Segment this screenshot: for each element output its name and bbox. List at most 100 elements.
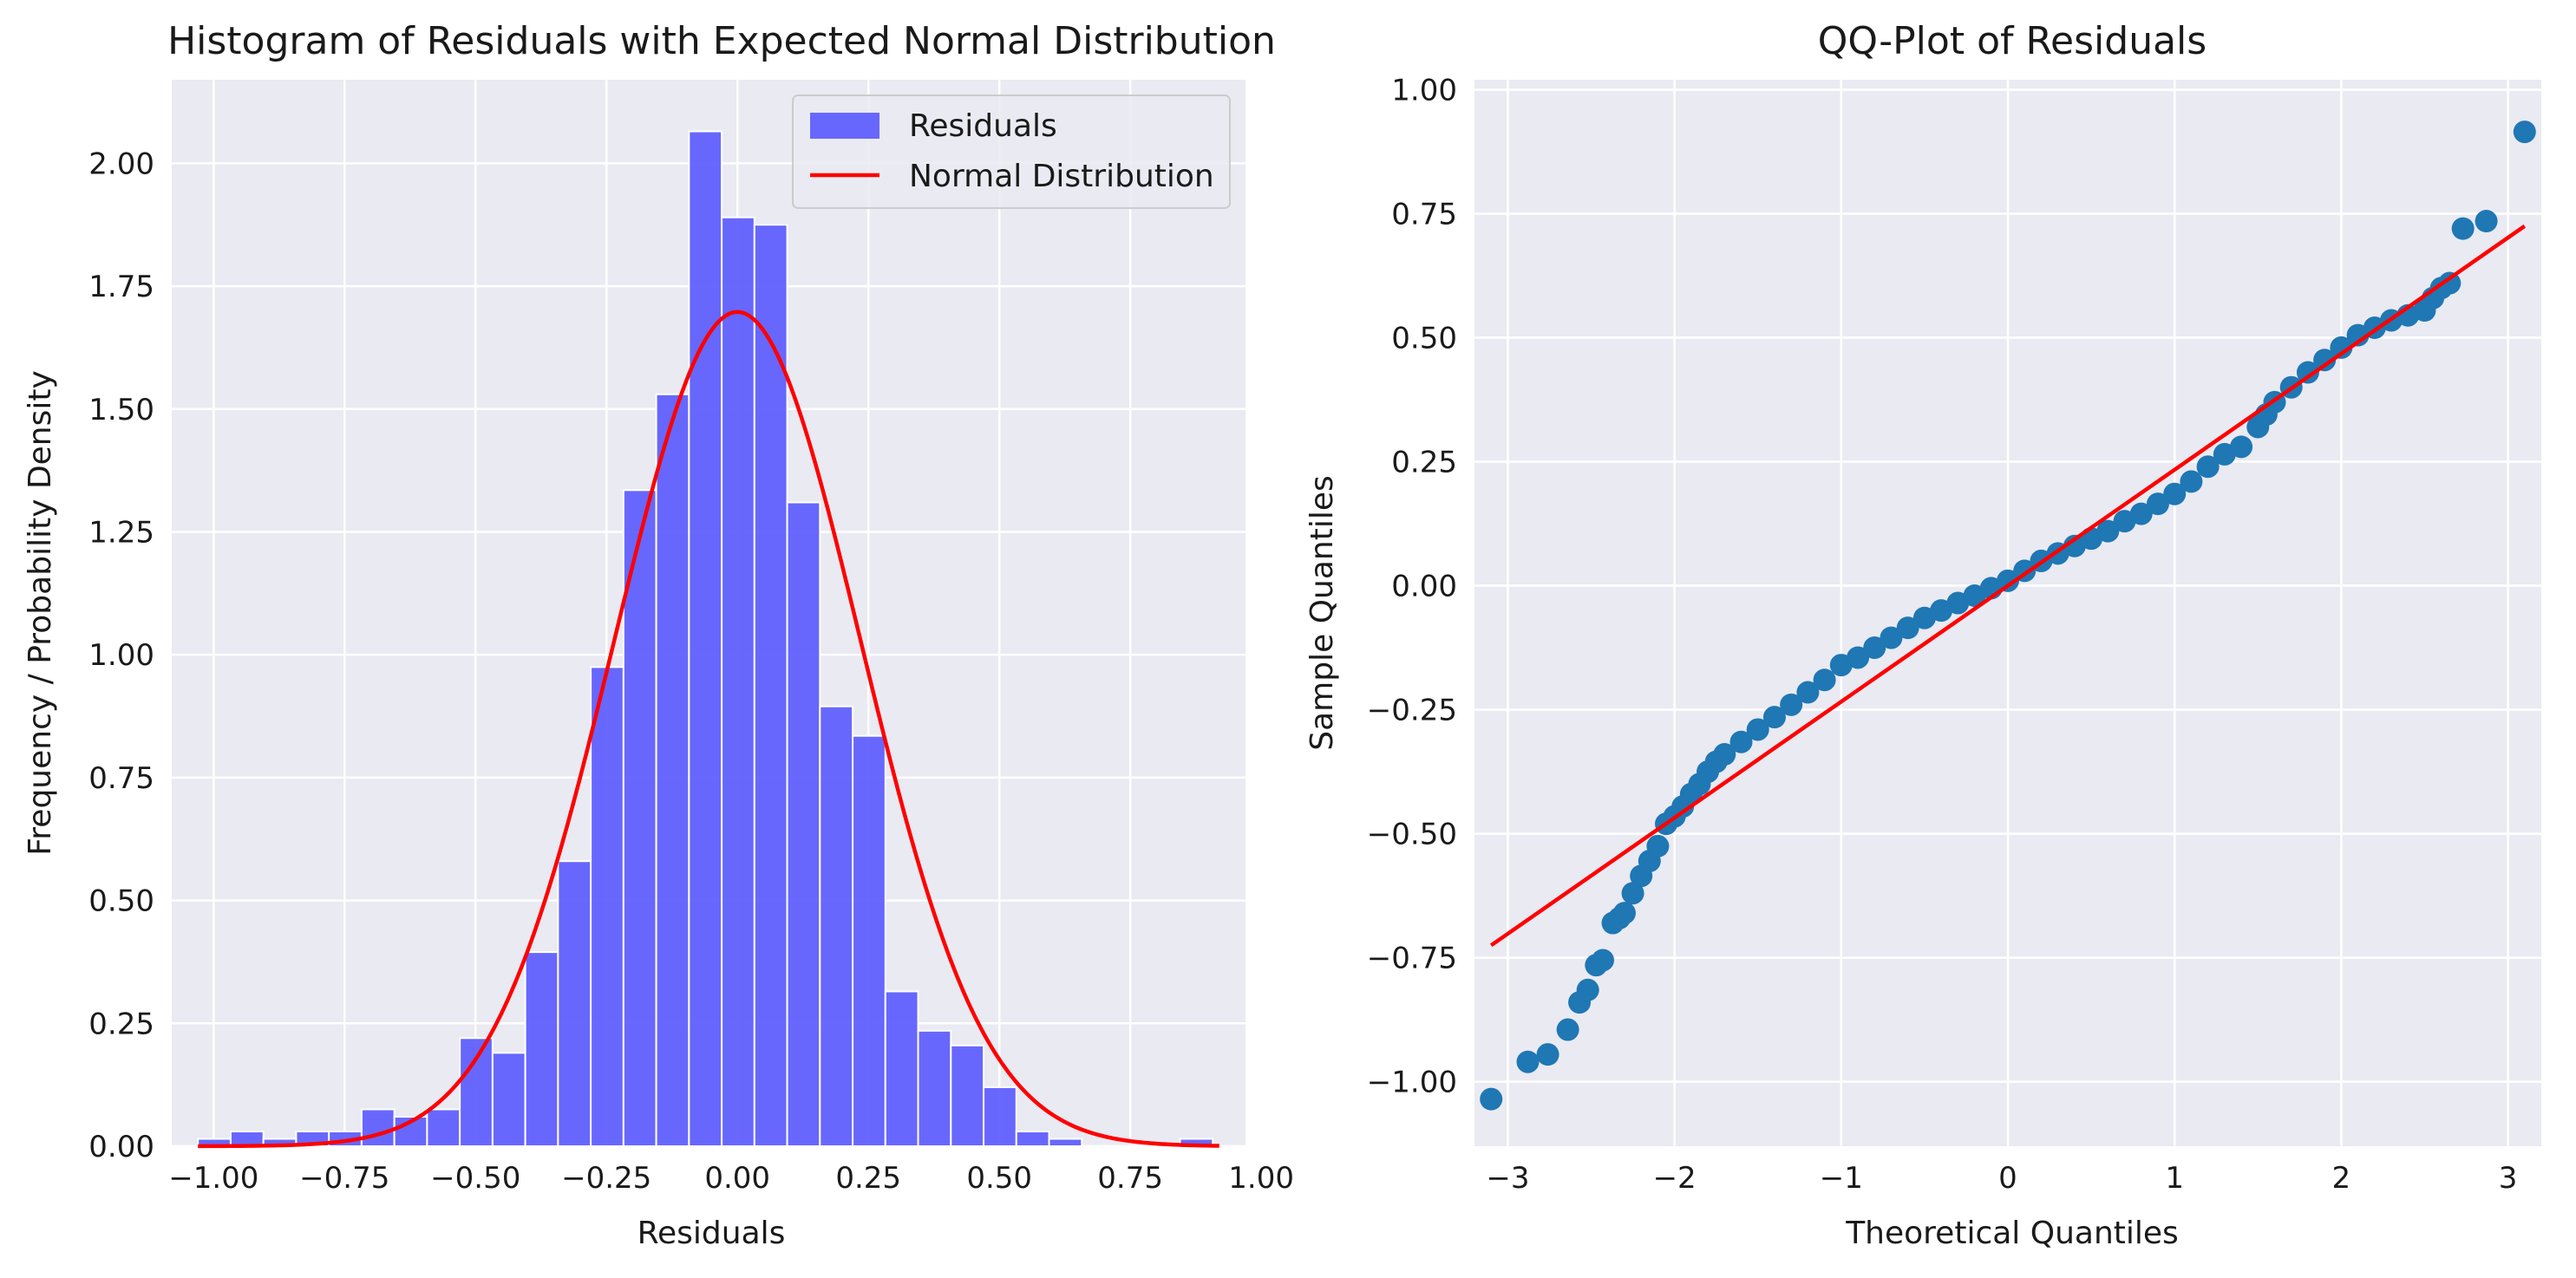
qq-point xyxy=(2129,502,2153,525)
qq-point xyxy=(1813,668,1836,692)
histogram-bar xyxy=(426,1108,461,1148)
qq-panel: −3 −2 −1 0 1 2 3 −1.00 −0.75 −0.50 −0.25 0.00 0.25 0… xyxy=(1304,19,2541,1251)
qq-point xyxy=(1576,978,1599,1001)
qq-point xyxy=(1621,882,1644,905)
histogram-y-axis-label: Frequency / Probability Density xyxy=(23,370,58,856)
histogram-bar xyxy=(557,860,592,1148)
qq-x-axis-label: Theoretical Quantiles xyxy=(1845,1216,2179,1251)
histogram-bar xyxy=(819,705,854,1147)
hist-y-tick-label: 1.00 xyxy=(88,638,154,673)
histogram-legend: Residuals Normal Distribution xyxy=(792,95,1231,209)
qq-point xyxy=(1762,706,1786,729)
legend-residuals-swatch xyxy=(810,113,879,139)
qq-point xyxy=(1746,718,1769,741)
hist-y-tick-label: 0.00 xyxy=(88,1130,154,1164)
histogram-y-tick-labels: 0.00 0.25 0.50 0.75 1.00 1.25 1.50 1.75 2.00 xyxy=(88,147,154,1164)
qq-point xyxy=(1556,1018,1579,1041)
hist-y-tick-label: 0.75 xyxy=(88,761,154,796)
qq-x-tick-labels: −3 −2 −1 0 1 2 3 xyxy=(1486,1161,2517,1196)
qq-point xyxy=(2438,271,2462,295)
qq-point xyxy=(1729,730,1753,753)
histogram-x-tick-labels: −1.00 −0.75 −0.50 −0.25 0.00 0.25 0.50 0.75 1.00 xyxy=(168,1161,1294,1196)
hist-y-tick-label: 1.50 xyxy=(88,393,154,427)
qq-x-tick-label: 3 xyxy=(2499,1161,2518,1196)
qq-point xyxy=(1536,1043,1559,1066)
hist-x-tick-label: 0.25 xyxy=(835,1161,901,1196)
qq-point xyxy=(2230,435,2253,459)
histogram-bar xyxy=(852,734,886,1147)
hist-x-tick-label: 0.75 xyxy=(1097,1161,1163,1196)
qq-point xyxy=(1612,902,1636,925)
legend-normal-label: Normal Distribution xyxy=(909,159,1214,194)
hist-x-tick-label: 0.00 xyxy=(704,1161,770,1196)
qq-point xyxy=(1847,646,1870,669)
qq-point xyxy=(1880,626,1903,649)
qq-points xyxy=(1480,121,2536,1111)
histogram-x-axis-label: Residuals xyxy=(637,1216,786,1251)
qq-title: QQ-Plot of Residuals xyxy=(1818,19,2207,63)
qq-point xyxy=(2163,482,2187,505)
histogram-panel: −1.00 −0.75 −0.50 −0.25 0.00 0.25 0.50 0.75 1.00… xyxy=(23,19,1294,1251)
histogram-bar xyxy=(1048,1138,1083,1147)
qq-y-tick-label: −0.25 xyxy=(1367,694,1457,728)
hist-x-tick-label: −1.00 xyxy=(168,1161,258,1196)
qq-point xyxy=(1796,681,1820,704)
histogram-bar xyxy=(1015,1130,1050,1147)
histogram-bar xyxy=(917,1029,952,1147)
qq-x-tick-label: −3 xyxy=(1486,1161,1529,1196)
qq-point xyxy=(2330,336,2353,359)
histogram-bar xyxy=(786,501,821,1147)
histogram-title: Histogram of Residuals with Expected Nor… xyxy=(167,19,1276,63)
qq-x-tick-label: −1 xyxy=(1820,1161,1863,1196)
qq-point xyxy=(2146,492,2169,516)
qq-y-tick-label: −0.75 xyxy=(1367,942,1457,976)
qq-point xyxy=(1591,949,1614,972)
qq-point xyxy=(1997,569,2019,592)
histogram-bar xyxy=(983,1086,1017,1147)
hist-y-tick-label: 0.25 xyxy=(88,1007,154,1041)
histogram-bar xyxy=(688,130,723,1148)
histogram-bar xyxy=(459,1037,494,1148)
normal-distribution-curve xyxy=(198,310,1219,1149)
qq-point xyxy=(1713,743,1736,766)
qq-y-tick-labels: −1.00 −0.75 −0.50 −0.25 0.00 0.25 0.50 0.75 1.00 xyxy=(1367,73,1457,1099)
hist-x-tick-label: 1.00 xyxy=(1228,1161,1294,1196)
histogram-bar xyxy=(524,951,559,1147)
histogram-bars xyxy=(197,130,1214,1148)
qq-point xyxy=(1516,1050,1540,1073)
qq-point xyxy=(1480,1087,1503,1111)
histogram-bar xyxy=(655,393,690,1148)
hist-y-tick-label: 0.50 xyxy=(88,884,154,919)
qq-x-tick-label: 0 xyxy=(1998,1161,2017,1196)
qq-point xyxy=(2513,121,2536,144)
qq-point xyxy=(1896,616,1919,640)
hist-x-tick-label: −0.50 xyxy=(430,1161,520,1196)
qq-point xyxy=(2475,210,2498,233)
hist-y-tick-label: 2.00 xyxy=(88,147,154,181)
qq-point xyxy=(2451,217,2475,240)
qq-point xyxy=(1863,636,1886,660)
qq-reference-line xyxy=(1489,224,2527,948)
histogram-bar xyxy=(950,1044,985,1148)
qq-x-tick-label: −2 xyxy=(1653,1161,1697,1196)
histogram-bar xyxy=(491,1052,526,1148)
qq-x-tick-label: 1 xyxy=(2165,1161,2184,1196)
qq-y-tick-label: 0.00 xyxy=(1391,570,1457,604)
qq-point xyxy=(2196,455,2220,479)
qq-point xyxy=(1780,693,1803,716)
hist-x-tick-label: −0.25 xyxy=(561,1161,651,1196)
qq-point xyxy=(2313,349,2337,372)
histogram-bar xyxy=(360,1108,396,1148)
qq-point xyxy=(2180,470,2203,493)
histogram-bar xyxy=(590,666,624,1147)
qq-point xyxy=(1646,834,1670,857)
qq-y-tick-label: −1.00 xyxy=(1367,1066,1457,1100)
qq-y-tick-label: 0.25 xyxy=(1391,446,1457,480)
histogram-bar xyxy=(622,489,657,1147)
hist-x-tick-label: 0.50 xyxy=(966,1161,1032,1196)
histogram-bar xyxy=(884,990,919,1148)
qq-y-tick-label: 0.50 xyxy=(1391,321,1457,355)
qq-y-tick-label: 1.00 xyxy=(1391,73,1457,108)
qq-y-tick-label: −0.50 xyxy=(1367,818,1457,852)
